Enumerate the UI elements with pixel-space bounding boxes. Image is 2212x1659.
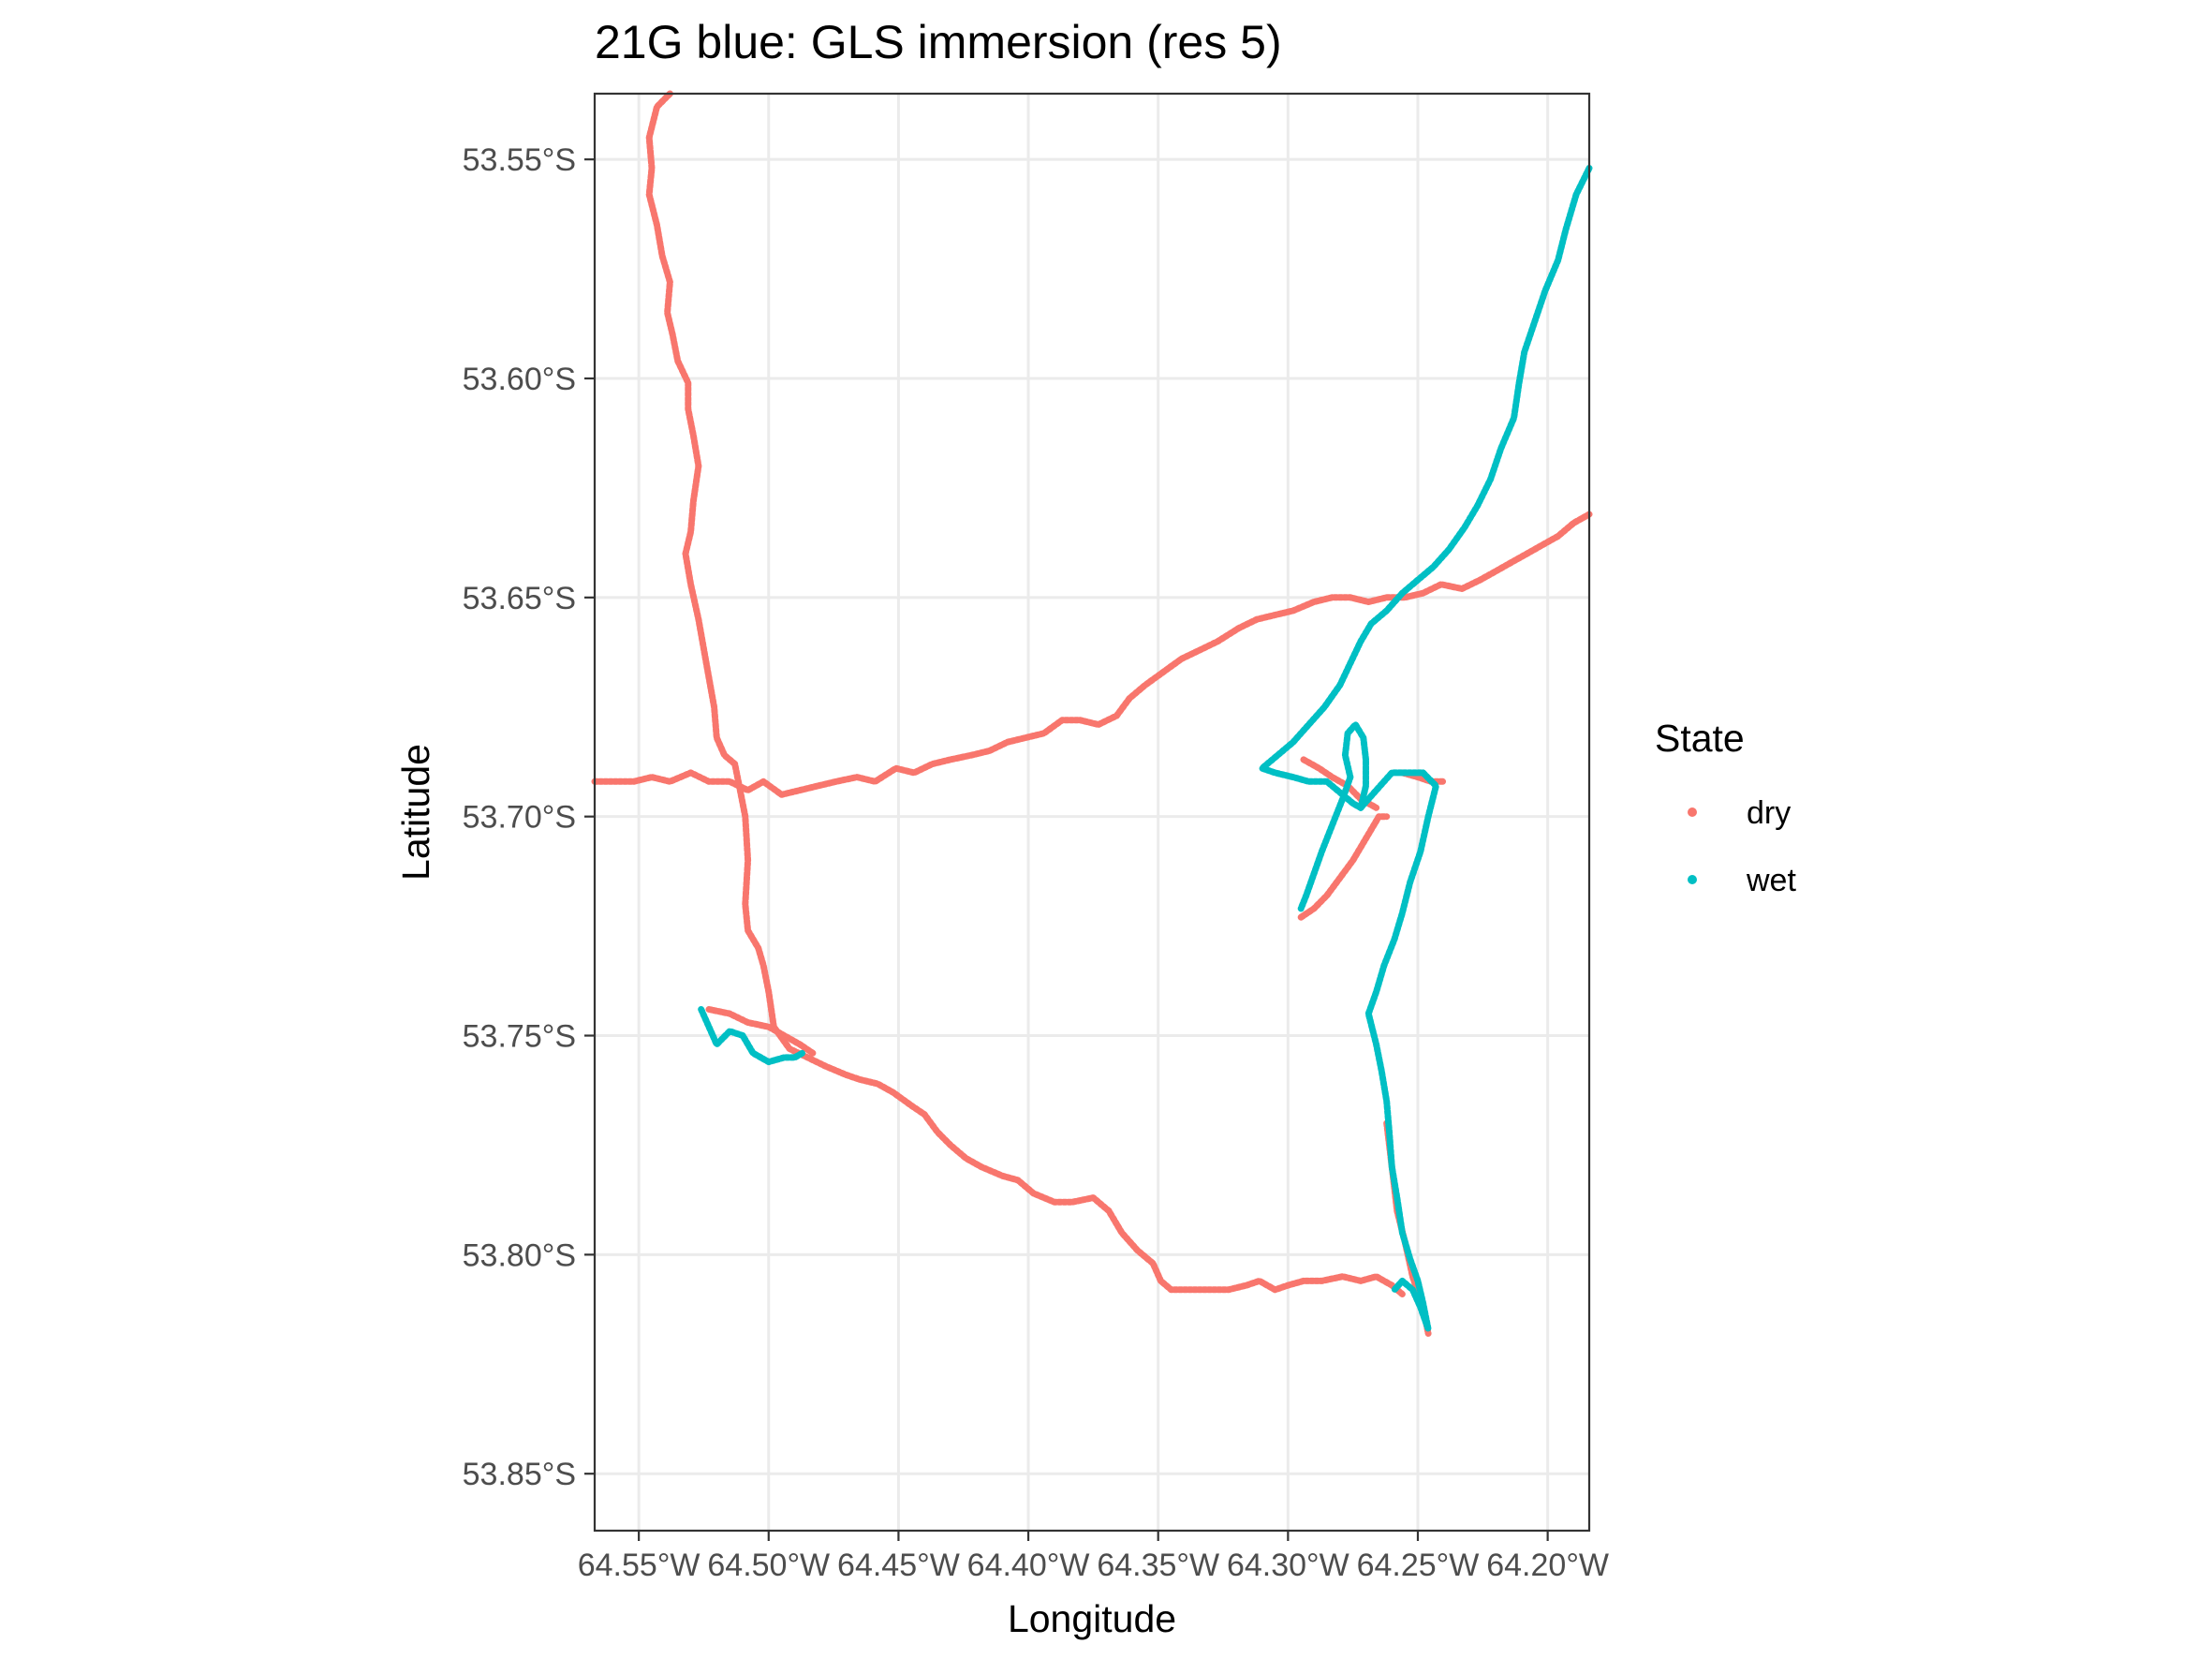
legend-label-wet: wet: [1746, 863, 1796, 898]
x-tick-label-4: 64.35°W: [1097, 1548, 1219, 1583]
x-tick-label-3: 64.40°W: [967, 1548, 1090, 1583]
legend: State dry wet: [1655, 717, 1796, 898]
wet-track-segment-0: [1259, 165, 1593, 811]
x-tick-label-6: 64.25°W: [1357, 1548, 1480, 1583]
dry-track-segment-1: [591, 511, 1593, 798]
legend-title: State: [1655, 717, 1745, 760]
dry-track-segment-2: [705, 1006, 817, 1057]
legend-key-wet: [1688, 875, 1697, 884]
wet-track: [698, 165, 1593, 1333]
x-tick-label-0: 64.55°W: [578, 1548, 700, 1583]
wet-track-segment-2: [1357, 769, 1439, 1333]
x-tick-label-7: 64.20°W: [1486, 1548, 1609, 1583]
x-tick-label-5: 64.30°W: [1227, 1548, 1349, 1583]
x-tick-label-2: 64.45°W: [837, 1548, 960, 1583]
wet-track-segment-1: [1297, 721, 1369, 912]
wet-track-segment-3: [698, 1006, 806, 1066]
y-axis-title: Latitude: [394, 744, 437, 881]
plot-panel-border: [593, 92, 1591, 1533]
dry-track-segment-0: [645, 90, 1406, 1297]
chart-title: 21G blue: GLS immersion (res 5): [595, 16, 1282, 68]
legend-key-dry: [1688, 807, 1697, 817]
legend-label-dry: dry: [1747, 795, 1791, 831]
x-axis-title: Longitude: [1008, 1597, 1176, 1640]
dry-track-segment-3: [1297, 813, 1391, 921]
y-tick-label-0: 53.55°S: [463, 142, 576, 178]
y-tick-label-4: 53.75°S: [463, 1019, 576, 1055]
x-tick-label-1: 64.50°W: [707, 1548, 830, 1583]
axis-ticks: 64.55°W 64.50°W 64.45°W 64.40°W 64.35°W 64.30…: [463, 142, 1609, 1583]
y-tick-label-3: 53.70°S: [463, 800, 576, 836]
y-tick-label-2: 53.65°S: [463, 581, 576, 616]
y-tick-label-1: 53.60°S: [463, 362, 576, 397]
y-tick-label-6: 53.85°S: [463, 1457, 576, 1492]
y-tick-label-5: 53.80°S: [463, 1237, 576, 1273]
